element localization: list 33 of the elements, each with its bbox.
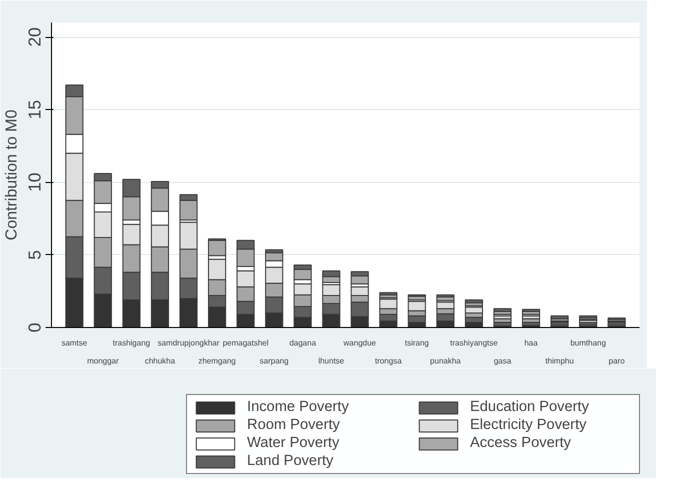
- x-tick-label: samtse: [61, 338, 88, 348]
- x-tick-label: monggar: [87, 356, 119, 366]
- x-tick-label: trongsa: [374, 356, 402, 366]
- x-tick-label: wangdue: [342, 338, 377, 348]
- legend-label: Education Poverty: [470, 399, 590, 415]
- x-tick-label: dagana: [289, 338, 317, 348]
- x-tick-label: trashigang: [112, 338, 150, 348]
- x-tick-label: tsirang: [404, 338, 429, 348]
- x-tick-label: haa: [524, 338, 538, 348]
- x-tick-label: gasa: [494, 356, 512, 366]
- y-tick-label: 0: [24, 322, 44, 332]
- legend-label: Room Poverty: [247, 417, 341, 433]
- y-tick-label: 10: [24, 172, 44, 192]
- y-tick-label: 20: [24, 27, 44, 47]
- x-tick-label: thimphu: [545, 356, 574, 366]
- x-tick-label: pemagatshel: [222, 338, 269, 348]
- legend-label: Electricity Poverty: [470, 417, 588, 433]
- x-tick-label: samdrupjongkhar: [158, 338, 220, 348]
- legend-label: Land Poverty: [247, 453, 334, 469]
- y-axis-title: Contribution to M0: [4, 110, 20, 240]
- x-tick-label: sarpang: [260, 356, 289, 366]
- x-tick-label: paro: [608, 356, 626, 366]
- x-tick-label: punakha: [430, 356, 462, 366]
- legend-label: Water Poverty: [247, 435, 340, 451]
- x-tick-label: bumthang: [570, 338, 606, 348]
- legend-label: Income Poverty: [247, 399, 350, 415]
- x-tick-label: chhukha: [144, 356, 176, 366]
- x-tick-label: trashiyangtse: [450, 338, 498, 348]
- legend-label: Access Poverty: [470, 435, 572, 451]
- y-tick-label: 5: [24, 250, 44, 260]
- x-tick-label: lhuntse: [318, 356, 345, 366]
- x-tick-label: zhemgang: [198, 356, 236, 366]
- y-tick-label: 15: [24, 100, 44, 120]
